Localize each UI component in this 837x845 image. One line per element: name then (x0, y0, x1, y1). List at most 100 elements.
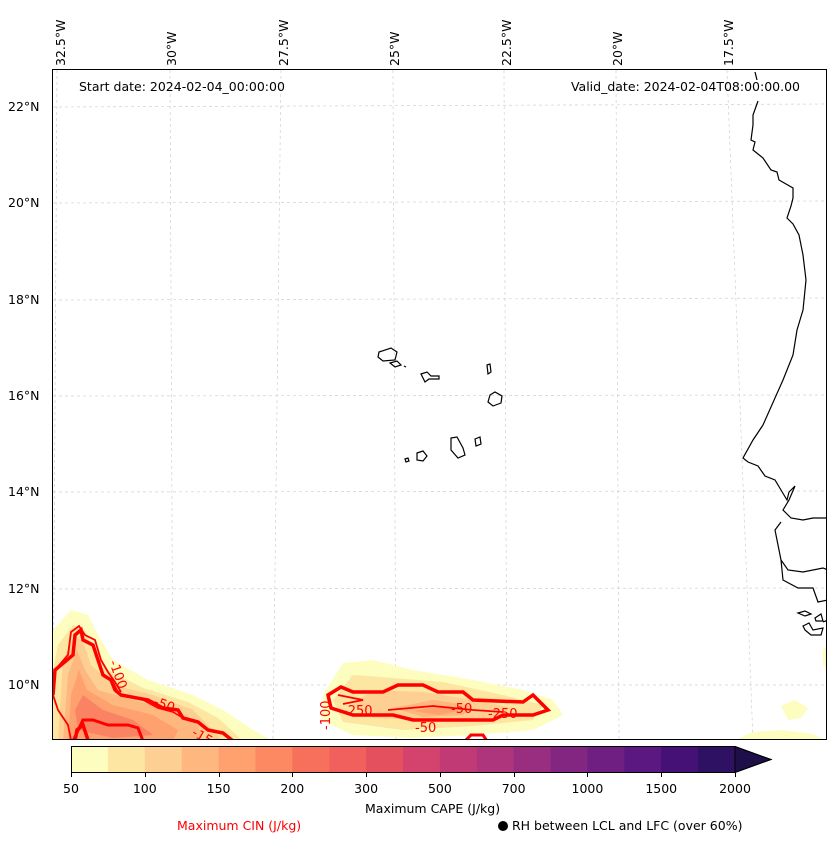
rh-legend-label: RH between LCL and LFC (over 60%) (512, 818, 743, 833)
colorbar-cell (624, 746, 662, 773)
rh-legend: RH between LCL and LFC (over 60%) (498, 818, 742, 833)
colorbar-cell (255, 746, 293, 773)
colorbar-tick-label: 300 (354, 781, 379, 796)
cin-contour-southwest (112, 681, 184, 719)
colorbar-tick-mark (218, 773, 220, 777)
colorbar-tick-label: 50 (63, 781, 79, 796)
gridline-meridian (169, 70, 174, 739)
cin-contour-central (464, 733, 488, 739)
colorbar-tick-mark (513, 773, 515, 777)
lon-tick-label: 20°W (610, 31, 625, 66)
colorbar-tick-label: 1000 (571, 781, 604, 796)
cin-contour-label: -50 (152, 695, 177, 716)
colorbar-tick-label: 100 (132, 781, 157, 796)
lat-tick-label: 10°N (8, 677, 40, 692)
gridline-parallel (53, 103, 826, 108)
lat-tick-label: 12°N (8, 581, 40, 596)
gridline-parallel (53, 200, 826, 204)
island-santa-luzia (403, 365, 407, 368)
map-panel[interactable]: -100 -50 -150 -250 -50 -250 -50 -100 (52, 69, 827, 740)
colorbar-cell (403, 746, 441, 773)
lon-tick-label: 17.5°W (721, 19, 736, 66)
island-sao-nicolau (420, 371, 440, 383)
valid-date-label: Valid_date: 2024-02-04T08:00:00.00 (570, 79, 800, 94)
colorbar-cell (218, 746, 256, 773)
cin-contour-southwest (54, 624, 122, 693)
cin-contour-label: -250 (488, 707, 518, 722)
lat-tick-label: 14°N (8, 484, 40, 499)
gridlines (53, 70, 826, 739)
colorbar-tick-label: 2000 (719, 781, 751, 796)
colorbar-tick-mark (735, 773, 736, 777)
cin-contour-label: -50 (451, 702, 472, 717)
island-santo-antao (377, 347, 398, 362)
island-santiago (450, 436, 466, 459)
cin-contour-label: -250 (343, 704, 373, 719)
filled-circle-icon (498, 821, 508, 831)
colorbar-cell (366, 746, 404, 773)
island-brava (404, 457, 410, 463)
lon-tick-label: 32.5°W (53, 19, 68, 66)
cin-contour-central (326, 683, 552, 722)
colorbar-label: Maximum CAPE (J/kg) (365, 801, 501, 816)
coastline-west-africa (742, 71, 826, 636)
colorbar-tick-label: 1500 (645, 781, 678, 796)
lat-tick-label: 18°N (8, 292, 40, 307)
coastline-bijagos (796, 610, 826, 636)
lat-tick-label: 20°N (8, 195, 40, 210)
cin-contour-southwest (53, 694, 72, 739)
island-boa-vista (487, 391, 503, 407)
colorbar-tick-label: 500 (427, 781, 452, 796)
colorbar-cell (181, 746, 220, 773)
gridline-parallel (53, 490, 826, 493)
cin-contour-label: -50 (415, 721, 436, 736)
colorbar-tick-label: 150 (206, 781, 231, 796)
cin-legend-label: Maximum CIN (J/kg) (177, 818, 302, 833)
colorbar-tick-mark (144, 773, 146, 777)
colorbar-cell (144, 746, 183, 773)
cin-contour-central (337, 694, 364, 705)
island-sal (486, 363, 492, 376)
cin-contour-label: -100 (319, 700, 334, 730)
gridline-meridian (503, 70, 508, 739)
cape-colorbar (71, 746, 773, 773)
map-canvas: -100 -50 -150 -250 -50 -250 -50 -100 (53, 70, 826, 739)
colorbar-outline (71, 746, 773, 773)
gridline-meridian (272, 70, 282, 739)
colorbar-tick-label: 200 (280, 781, 305, 796)
colorbar-extend-arrow (734, 746, 773, 773)
colorbar-tick-mark (366, 773, 368, 777)
colorbar-cell (439, 746, 478, 773)
lon-tick-label: 25°W (387, 31, 402, 66)
lon-tick-label: 22.5°W (499, 19, 514, 66)
colorbar-tick-mark (71, 773, 72, 777)
colorbar-cell (550, 746, 588, 773)
coastline-mainland (742, 100, 826, 603)
cin-contour-central (387, 705, 504, 713)
colorbar-cell (476, 746, 515, 773)
island-fogo (416, 450, 428, 462)
colorbar-tick-mark (292, 773, 294, 777)
colorbar-cell (71, 746, 109, 773)
colorbar-cell (661, 746, 699, 773)
colorbar-cell (107, 746, 146, 773)
colorbar-tick-mark (661, 773, 663, 777)
lon-tick-label: 27.5°W (276, 19, 291, 66)
lon-tick-label: 30°W (164, 31, 179, 66)
start-date-label: Start date: 2024-02-04_00:00:00 (79, 79, 285, 94)
colorbar-cell (698, 746, 736, 773)
colorbar-tick-mark (439, 773, 441, 777)
gridline-meridian (53, 70, 58, 739)
colorbar-tick-label: 700 (501, 781, 526, 796)
colorbar-tick-mark (587, 773, 589, 777)
island-maio (474, 436, 482, 447)
gridline-parallel (53, 587, 826, 590)
island-sao-vicente (388, 360, 403, 368)
coastline-cape-verde (377, 347, 503, 463)
colorbar-cell (292, 746, 330, 773)
lat-tick-label: 16°N (8, 388, 40, 403)
gridline-parallel (53, 297, 826, 301)
gridline-meridian (615, 70, 620, 739)
gridline-parallel (53, 394, 826, 397)
gridline-meridian (392, 70, 397, 739)
